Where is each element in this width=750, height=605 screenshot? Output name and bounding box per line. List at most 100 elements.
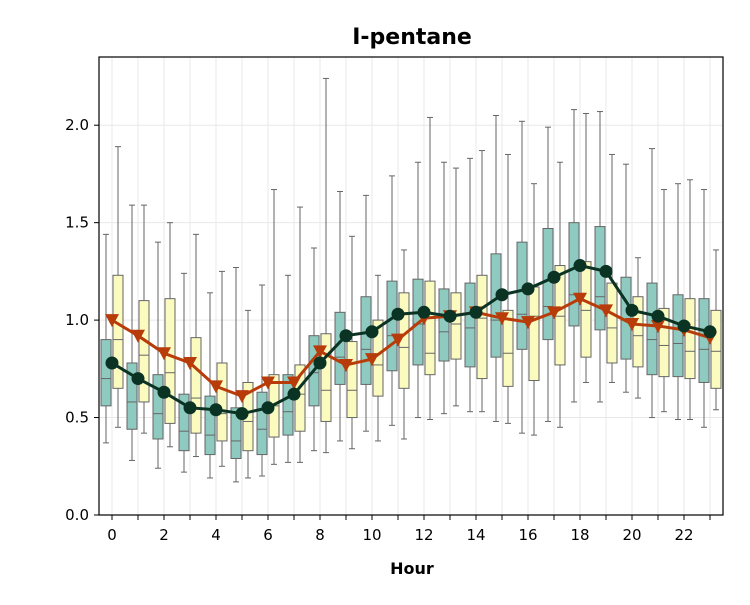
y-tick-label: 1.5 [65, 214, 89, 232]
series-b-iqr [502, 309, 514, 387]
series-b-box [138, 204, 150, 434]
series-a-iqr [334, 311, 346, 385]
series-b-mean-point [105, 314, 119, 328]
series-b-box [346, 235, 358, 450]
x-tick-label: 6 [263, 526, 273, 544]
series-b-mean-point [287, 376, 301, 390]
series-a-box [126, 204, 138, 461]
x-tick-label: 16 [518, 526, 537, 544]
x-tick-label: 18 [570, 526, 589, 544]
x-tick-label: 12 [414, 526, 433, 544]
series-b-mean-point [365, 353, 379, 367]
y-tick-label: 0.0 [65, 506, 89, 524]
y-tick-label: 0.5 [65, 409, 89, 427]
series-a-box [542, 126, 554, 422]
series-b-iqr [424, 280, 436, 376]
series-a-iqr [282, 374, 294, 436]
series-b-iqr [216, 362, 228, 442]
series-a-mean-point [209, 403, 223, 417]
series-a-iqr [698, 298, 710, 383]
series-b-mean-point [313, 345, 327, 359]
series-b-iqr [710, 309, 722, 389]
box-layer [100, 77, 722, 483]
series-b-iqr [580, 261, 592, 358]
grid-layer [99, 57, 723, 516]
series-a-mean-point [339, 329, 353, 343]
series-a-mean-point [443, 309, 457, 323]
series-a-iqr [386, 280, 398, 372]
series-a-iqr [152, 374, 164, 440]
x-tick-label: 0 [107, 526, 117, 544]
series-b-mean-point [625, 318, 639, 332]
series-b-iqr [112, 274, 124, 389]
series-b-iqr [476, 274, 488, 380]
series-a-iqr [230, 407, 242, 459]
series-b-mean-point [573, 292, 587, 306]
y-tick-label: 1.0 [65, 311, 89, 329]
series-a-mean-point [625, 303, 639, 317]
plot-frame [98, 56, 724, 516]
x-tick-label: 10 [362, 526, 381, 544]
series-a-box [438, 161, 450, 415]
series-a-mean-point [365, 325, 379, 339]
series-b-iqr [346, 341, 358, 419]
series-b-mean-point [209, 380, 223, 394]
series-b-box [190, 233, 202, 458]
series-a-iqr [256, 391, 268, 456]
series-b-iqr [684, 298, 696, 380]
series-a-mean-point [573, 259, 587, 273]
series-a-mean-point [131, 372, 145, 386]
series-b-iqr [164, 298, 176, 424]
series-a-box [516, 120, 528, 434]
series-b-iqr [606, 282, 618, 364]
series-b-mean-point [339, 358, 353, 372]
series-a-box [360, 194, 372, 432]
series-b-mean-point [495, 312, 509, 326]
series-b-mean-point [183, 357, 197, 370]
series-b-mean-point [131, 329, 145, 343]
series-a-iqr [360, 296, 372, 385]
series-a-box [178, 272, 190, 473]
series-a-iqr [568, 222, 580, 327]
series-b-iqr [138, 300, 150, 403]
series-b-box [580, 113, 592, 383]
x-tick-label: 22 [674, 526, 693, 544]
series-a-box [152, 241, 164, 469]
series-a-box [282, 274, 294, 463]
series-b-mean-point [235, 390, 249, 404]
series-a-mean-point [287, 387, 301, 401]
series-b-iqr [320, 333, 332, 422]
series-a-box [646, 148, 658, 419]
series-a-mean-point [313, 356, 327, 370]
series-b-box [450, 167, 462, 407]
chart-title: I-pentane [352, 25, 472, 50]
series-a-mean-point [521, 282, 535, 296]
series-a-iqr [178, 393, 190, 452]
series-b-box [372, 274, 384, 442]
series-b-box [424, 116, 436, 421]
series-a-mean-point [417, 305, 431, 319]
series-a-box [568, 109, 580, 403]
series-a-iqr [594, 226, 606, 331]
series-a-box [100, 233, 112, 444]
series-a-box [464, 157, 476, 413]
series-a-box [594, 111, 606, 403]
series-b-iqr [632, 296, 644, 368]
series-a-mean-point [495, 288, 509, 302]
series-a-mean-point [235, 407, 249, 421]
series-a-mean-point [391, 307, 405, 321]
series-a-mean-point [261, 401, 275, 415]
line-layer [105, 259, 717, 421]
series-a-mean-point [469, 305, 483, 319]
series-a-box [230, 266, 242, 483]
series-a-iqr [438, 288, 450, 362]
series-b-box [632, 257, 644, 399]
series-a-mean-point [651, 309, 665, 323]
series-b-box [112, 146, 124, 428]
series-b-box [710, 249, 722, 411]
x-tick-label: 2 [159, 526, 169, 544]
series-b-mean-point [261, 376, 275, 390]
series-b-iqr [190, 337, 202, 434]
